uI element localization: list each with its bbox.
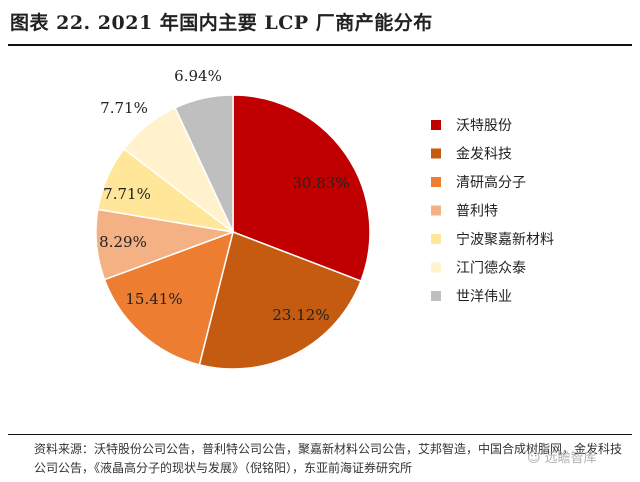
- legend-label-4: 普利特: [456, 204, 498, 220]
- legend-swatch-2: [431, 148, 441, 159]
- pie-slice-3: [103, 230, 235, 366]
- pie-slice-2: [198, 230, 362, 370]
- slice-label-1: 30.83%: [292, 174, 349, 192]
- slice-label-3: 15.41%: [125, 290, 182, 308]
- legend-label-5: 宁波聚嘉新材料: [456, 231, 554, 248]
- slice-label-4: 8.29%: [99, 233, 147, 251]
- slice-label-2: 23.12%: [272, 306, 329, 324]
- slice-label-6: 7.71%: [100, 99, 148, 117]
- pie-slice-7: [174, 94, 234, 233]
- source-divider: [8, 434, 632, 435]
- legend-swatch-3: [431, 177, 441, 187]
- legend-label-7: 世洋伟业: [456, 289, 512, 305]
- slice-labels: 30.83% 23.12% 15.41% 8.29% 7.71% 7.71% 6.94%: [99, 67, 349, 324]
- pie-slice-1: [232, 94, 371, 283]
- source-note: 资料来源：沃特股份公司公告，普利特公司公告，聚嘉新材料公司公告，艾邦智造，中国合…: [34, 442, 623, 475]
- watermark: ☺ 远瞻智库: [527, 451, 597, 466]
- pie-slices: [95, 94, 371, 370]
- legend-label-6: 江门德众泰: [456, 261, 526, 277]
- legend-swatch-4: [431, 205, 441, 216]
- legend-label-1: 沃特股份: [456, 118, 512, 134]
- chart-title: 图表 22. 2021 年国内主要 LCP 厂商产能分布: [10, 12, 433, 34]
- slice-label-7: 6.94%: [174, 67, 222, 85]
- legend-swatch-6: [431, 262, 441, 273]
- slice-label-5: 7.71%: [103, 185, 151, 203]
- legend-swatch-5: [431, 234, 441, 244]
- title-divider: [8, 44, 632, 46]
- legend-swatch-1: [431, 120, 441, 130]
- legend-swatch-7: [431, 291, 441, 301]
- legend-label-3: 清研高分子: [456, 174, 526, 191]
- legend-label-2: 金发科技: [456, 147, 512, 163]
